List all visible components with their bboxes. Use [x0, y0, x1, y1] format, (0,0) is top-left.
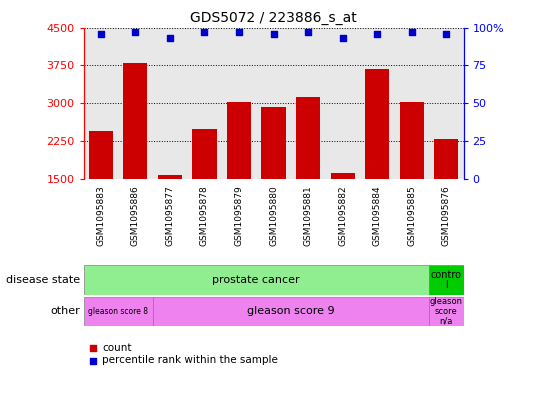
Bar [330, 173, 355, 179]
Point [234, 29, 243, 35]
Bar [123, 63, 148, 179]
Point [338, 35, 347, 41]
Title: GDS5072 / 223886_s_at: GDS5072 / 223886_s_at [190, 11, 357, 25]
Bar [84, 297, 153, 326]
Point [442, 30, 451, 37]
Point [270, 30, 278, 37]
Legend: count, percentile rank within the sample: count, percentile rank within the sample [89, 343, 278, 365]
Text: gleason
score
n/a: gleason score n/a [430, 297, 463, 326]
Bar [261, 107, 286, 179]
Bar [296, 97, 320, 179]
Point [304, 29, 313, 35]
Bar [434, 140, 458, 179]
Text: contro
l: contro l [431, 270, 462, 290]
Bar [192, 129, 217, 179]
Point [200, 29, 209, 35]
Bar [158, 175, 182, 179]
Point [407, 29, 416, 35]
Text: other: other [50, 307, 80, 316]
Bar [89, 131, 113, 179]
Point [373, 30, 382, 37]
Point [96, 30, 105, 37]
Text: gleason score 9: gleason score 9 [247, 307, 335, 316]
Text: disease state: disease state [6, 275, 80, 285]
Point [131, 29, 140, 35]
Point [165, 35, 174, 41]
Bar [227, 102, 251, 179]
Text: prostate cancer: prostate cancer [212, 275, 300, 285]
Bar [429, 265, 464, 295]
Text: gleason score 8: gleason score 8 [88, 307, 148, 316]
Bar [365, 69, 389, 179]
Bar [429, 297, 464, 326]
Bar [153, 297, 429, 326]
Bar [399, 102, 424, 179]
